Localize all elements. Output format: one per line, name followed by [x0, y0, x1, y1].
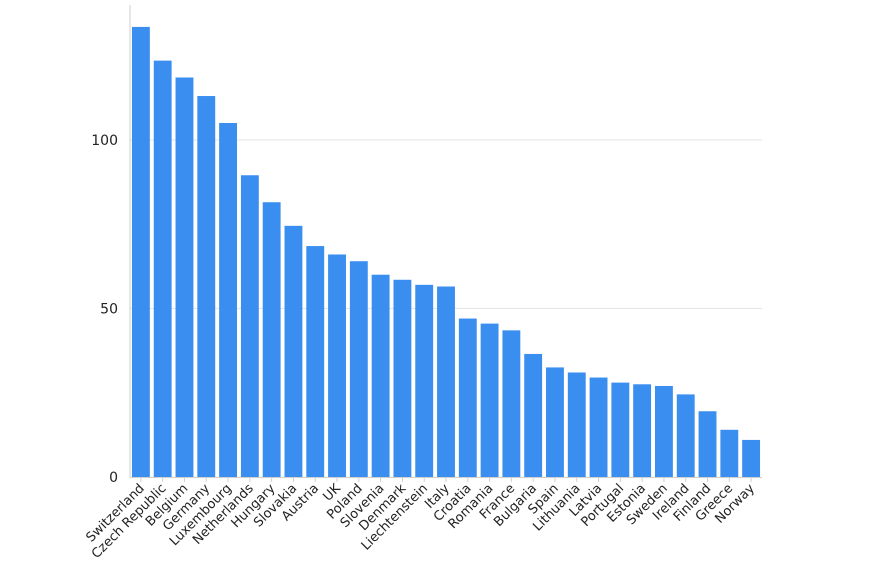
bar[interactable] [371, 274, 390, 477]
bar[interactable] [415, 284, 434, 477]
y-tick-label: 100 [91, 133, 118, 149]
bar[interactable] [240, 175, 259, 477]
y-tick-labels: 0 50 100 [91, 133, 118, 486]
bar[interactable] [328, 254, 346, 477]
bar[interactable] [546, 367, 564, 477]
bar[interactable] [633, 384, 652, 477]
bar[interactable] [720, 429, 739, 477]
bar[interactable] [197, 96, 216, 478]
bar[interactable] [676, 394, 695, 477]
bar[interactable] [175, 77, 194, 477]
y-tick-label: 50 [100, 301, 118, 317]
bar[interactable] [393, 279, 412, 477]
bar[interactable] [284, 225, 303, 477]
bar[interactable] [502, 330, 521, 477]
bar[interactable] [480, 323, 499, 477]
bars [131, 26, 761, 478]
bar[interactable] [611, 382, 630, 477]
bar[interactable] [262, 202, 281, 477]
bar[interactable] [153, 60, 172, 477]
bar[interactable] [654, 385, 673, 477]
bar[interactable] [742, 439, 761, 477]
bar[interactable] [131, 26, 150, 478]
bar[interactable] [349, 261, 368, 477]
bar[interactable] [589, 377, 608, 477]
bar[interactable] [219, 123, 238, 477]
bar[interactable] [567, 372, 586, 477]
y-tick-label: 0 [109, 470, 118, 486]
axes [129, 5, 762, 482]
bar[interactable] [458, 318, 477, 477]
bar[interactable] [306, 246, 325, 477]
bar[interactable] [437, 286, 455, 477]
bar[interactable] [698, 411, 717, 477]
bar[interactable] [524, 353, 543, 477]
